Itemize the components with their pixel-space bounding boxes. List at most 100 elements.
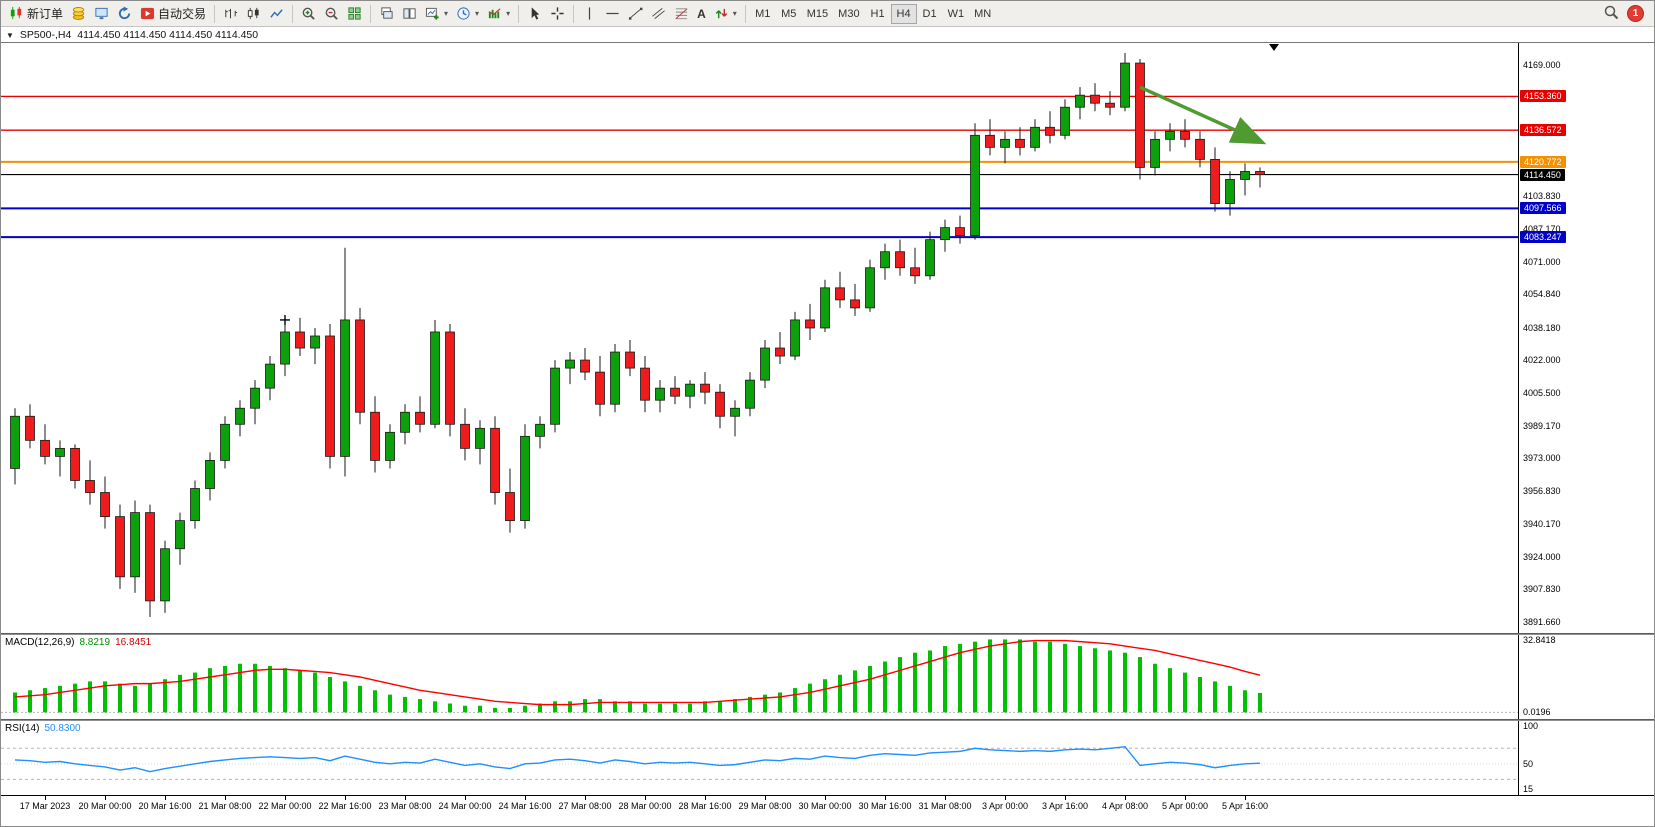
arrows-tool-button[interactable]: ▾ bbox=[710, 3, 741, 25]
macd-histogram-bar bbox=[418, 699, 422, 713]
candle-body bbox=[640, 367, 650, 401]
channel-tool-button[interactable] bbox=[647, 3, 670, 25]
macd-histogram-bar bbox=[523, 705, 527, 713]
horizontal-line-tool-button[interactable] bbox=[601, 3, 624, 25]
text-tool-icon: A bbox=[697, 6, 706, 21]
price-level-badge: 4120.772 bbox=[1520, 155, 1566, 168]
line-chart-icon bbox=[269, 6, 284, 21]
candle-body bbox=[265, 363, 275, 389]
zoom-in-button[interactable] bbox=[297, 3, 320, 25]
chevron-down-icon[interactable]: ▾ bbox=[475, 9, 480, 18]
chevron-down-icon[interactable]: ▾ bbox=[732, 9, 737, 18]
price-axis-label: 3973.000 bbox=[1523, 453, 1561, 464]
macd-histogram-bar bbox=[673, 703, 677, 713]
candle-body bbox=[760, 347, 770, 381]
panel-resize-separator[interactable] bbox=[1, 719, 1654, 721]
trendline-tool-button[interactable] bbox=[624, 3, 647, 25]
time-axis-label: 29 Mar 08:00 bbox=[738, 801, 792, 811]
time-axis-label: 3 Apr 16:00 bbox=[1041, 801, 1089, 811]
macd-panel-canvas[interactable] bbox=[1, 635, 1518, 719]
timeframe-h4-button[interactable]: H4 bbox=[890, 3, 917, 24]
candle-body bbox=[925, 239, 935, 277]
coins-icon bbox=[71, 6, 86, 21]
crosshair-tool-button[interactable] bbox=[546, 3, 569, 25]
macd-histogram-bar bbox=[1003, 639, 1007, 713]
period-button[interactable]: ▾ bbox=[452, 3, 483, 25]
timeframe-m15-button[interactable]: M15 bbox=[806, 7, 829, 20]
chart-profile-button[interactable] bbox=[90, 3, 113, 25]
tile-windows-button[interactable] bbox=[343, 3, 366, 25]
time-axis-tick bbox=[285, 796, 286, 800]
time-axis-label: 22 Mar 16:00 bbox=[318, 801, 372, 811]
candle-body bbox=[1240, 171, 1250, 180]
timeframe-m1-button[interactable]: M1 bbox=[755, 7, 771, 20]
candle-body bbox=[655, 387, 665, 401]
macd-histogram-bar bbox=[1063, 643, 1067, 713]
refresh-button[interactable] bbox=[113, 3, 136, 25]
indicators-button[interactable]: ▾ bbox=[483, 3, 514, 25]
toolbar-separator bbox=[292, 4, 294, 23]
macd-axis[interactable]: 32.8418 0.0196 bbox=[1518, 635, 1654, 719]
price-level-badge: 4136.572 bbox=[1520, 124, 1566, 137]
candlestick-icon bbox=[246, 6, 261, 21]
text-tool-button[interactable]: A bbox=[693, 3, 710, 25]
candle-body bbox=[715, 391, 725, 417]
candle-body bbox=[430, 331, 440, 425]
time-axis-label: 28 Mar 00:00 bbox=[618, 801, 672, 811]
timeframe-d1-button[interactable]: D1 bbox=[922, 7, 937, 20]
chart-shift-marker[interactable] bbox=[1269, 44, 1279, 51]
arrange-windows-button[interactable] bbox=[398, 3, 421, 25]
cascade-windows-button[interactable] bbox=[375, 3, 398, 25]
macd-histogram-bar bbox=[658, 703, 662, 713]
time-axis[interactable]: 17 Mar 2023 20 Mar 00:00 20 Mar 16:00 21 Ma… bbox=[1, 796, 1654, 826]
symbol-expander-icon[interactable]: ▼ bbox=[6, 30, 14, 40]
time-axis-tick bbox=[405, 796, 406, 800]
candle-body bbox=[550, 367, 560, 425]
bar-chart-mode-button[interactable] bbox=[219, 3, 242, 25]
trend-arrow-annotation[interactable] bbox=[1139, 85, 1267, 145]
rsi-axis[interactable]: 100 50 15 bbox=[1518, 721, 1654, 795]
candle-body bbox=[790, 319, 800, 357]
macd-histogram-bar bbox=[118, 683, 122, 713]
time-axis-label: 24 Mar 16:00 bbox=[498, 801, 552, 811]
candle-body bbox=[1225, 179, 1235, 204]
timeframe-mn-button[interactable]: MN bbox=[974, 7, 992, 20]
timeframe-m5-button[interactable]: M5 bbox=[781, 7, 797, 20]
auto-trading-button[interactable]: 自动交易 bbox=[136, 3, 210, 25]
main-chart-canvas[interactable] bbox=[1, 43, 1518, 633]
price-axis[interactable]: 4169.000 4103.830 4087.170 4071.000 4054.840… bbox=[1518, 43, 1654, 633]
time-axis-tick bbox=[465, 796, 466, 800]
macd-histogram-bar bbox=[1018, 639, 1022, 713]
chevron-down-icon[interactable]: ▾ bbox=[506, 9, 511, 18]
rsi-panel-canvas[interactable] bbox=[1, 721, 1518, 795]
new-order-button[interactable]: 新订单 bbox=[5, 3, 67, 25]
fibonacci-tool-button[interactable] bbox=[670, 3, 693, 25]
panel-resize-separator[interactable] bbox=[1, 633, 1654, 635]
timeframe-h1-button[interactable]: H1 bbox=[870, 7, 885, 20]
candle-body bbox=[1015, 138, 1025, 148]
macd-histogram-bar bbox=[208, 668, 212, 713]
candlestick-mode-button[interactable] bbox=[242, 3, 265, 25]
cursor-tool-button[interactable] bbox=[523, 3, 546, 25]
candle-body bbox=[625, 351, 635, 369]
timeframe-w1-button[interactable]: W1 bbox=[947, 7, 965, 20]
notification-badge[interactable]: 1 bbox=[1627, 5, 1644, 22]
timeframe-m30-button[interactable]: M30 bbox=[838, 7, 860, 20]
macd-histogram-bar bbox=[343, 681, 347, 713]
macd-histogram-bar bbox=[358, 685, 362, 713]
new-chart-button[interactable]: ▾ bbox=[421, 3, 452, 25]
zoom-in-icon bbox=[301, 6, 316, 21]
macd-histogram-bar bbox=[508, 707, 512, 713]
price-level-badge: 4153.360 bbox=[1520, 90, 1566, 103]
macd-histogram-bar bbox=[238, 663, 242, 713]
search-icon[interactable] bbox=[1603, 4, 1619, 23]
vertical-line-tool-button[interactable] bbox=[578, 3, 601, 25]
cross-marker[interactable] bbox=[280, 314, 290, 325]
line-chart-mode-button[interactable] bbox=[265, 3, 288, 25]
candle-body bbox=[340, 319, 350, 457]
macd-histogram-bar bbox=[193, 672, 197, 713]
coins-button[interactable] bbox=[67, 3, 90, 25]
chevron-down-icon[interactable]: ▾ bbox=[444, 9, 449, 18]
zoom-out-button[interactable] bbox=[320, 3, 343, 25]
macd-histogram-bar bbox=[88, 681, 92, 713]
